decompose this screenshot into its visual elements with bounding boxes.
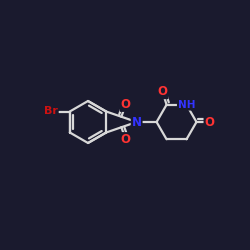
Text: O: O [121, 98, 131, 111]
Text: Br: Br [44, 106, 58, 117]
Text: O: O [158, 85, 168, 98]
Text: NH: NH [178, 100, 195, 110]
Text: O: O [121, 133, 131, 146]
Text: O: O [204, 116, 214, 128]
Text: N: N [132, 116, 142, 128]
